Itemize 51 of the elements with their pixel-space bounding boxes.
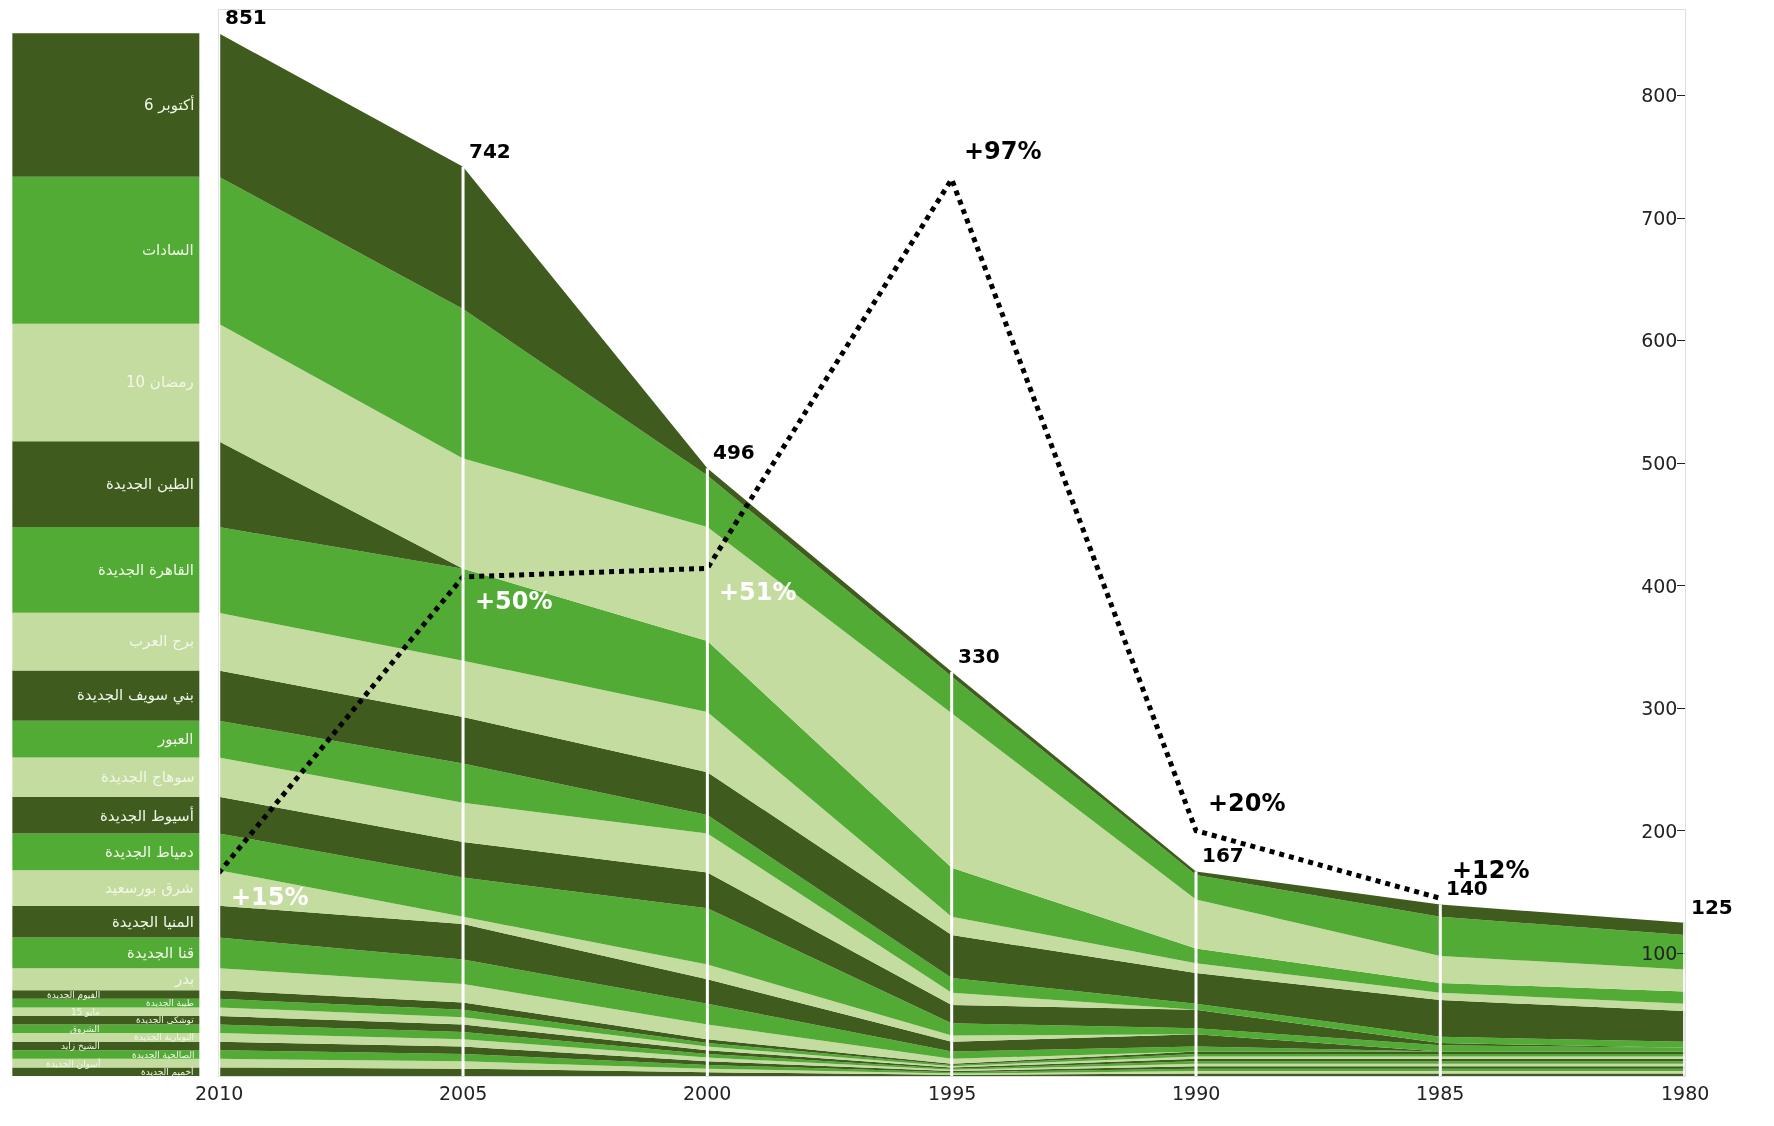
total-label: 167 — [1202, 843, 1244, 867]
series-label: المنيا الجديدة — [112, 913, 195, 931]
text: الشروق — [70, 1024, 100, 1034]
data-label: +97% — [964, 137, 1042, 165]
y-tick-label: 700 — [1641, 206, 1678, 229]
text: أسوان الجديدة — [46, 1058, 101, 1069]
series-label: سوهاج الجديدة — [101, 768, 195, 787]
series-label: العبور — [157, 730, 194, 748]
series-label: بدر — [174, 970, 195, 988]
x-tick-label: 1995 — [928, 1082, 977, 1104]
series-label: 10 رمضان — [126, 373, 194, 391]
y-tick-label: 200 — [1641, 819, 1678, 842]
x-tick-label: 1980 — [1661, 1082, 1710, 1104]
y-tick-label: 500 — [1641, 452, 1678, 475]
series-label: أسيوط الجديدة — [100, 806, 194, 825]
series-label: 6 أكتوبر — [144, 95, 195, 114]
text: 15 مايو — [71, 1007, 101, 1017]
series-label: بني سويف الجديدة — [77, 686, 194, 705]
total-label: 125 — [1691, 895, 1733, 919]
text: النوبارية الجديدة — [134, 1032, 195, 1042]
series-label: برج العرب — [129, 632, 195, 651]
y-tick-label: 100 — [1641, 942, 1678, 965]
text: توشكى الجديدة — [136, 1015, 195, 1025]
data-label: +50% — [475, 587, 553, 615]
text: الفيوم الجديدة — [47, 990, 101, 1000]
x-tick-label: 1985 — [1416, 1082, 1465, 1104]
series-label: القاهرة الجديدة — [98, 561, 194, 579]
x-tick-label: 2010 — [195, 1082, 244, 1104]
y-tick-label: 300 — [1641, 697, 1678, 720]
x-tick-label: 1990 — [1172, 1082, 1221, 1104]
series-label: السادات — [142, 241, 194, 259]
total-label: 330 — [958, 644, 1000, 668]
series-label: الطين الجديدة — [106, 475, 194, 493]
y-tick-label: 600 — [1641, 329, 1678, 352]
total-label: 496 — [713, 440, 755, 464]
text: الشيخ زايد — [61, 1041, 100, 1051]
series-label: شرق بورسعيد — [105, 879, 194, 897]
series-label: دمياط الجديدة — [105, 843, 194, 861]
data-label: +20% — [1208, 789, 1286, 817]
total-label: 742 — [469, 139, 511, 163]
text: أخميم الجديدة — [141, 1066, 194, 1078]
data-label: +51% — [719, 578, 797, 606]
x-tick-label: 2000 — [683, 1082, 732, 1104]
data-label: +15% — [231, 883, 309, 911]
total-label: 851 — [225, 5, 267, 29]
text: الصالحية الجديدة — [132, 1050, 195, 1060]
text: طيبة الجديدة — [146, 998, 195, 1008]
y-tick-label: 400 — [1641, 574, 1678, 597]
x-tick-label: 2005 — [439, 1082, 488, 1104]
y-tick-label: 800 — [1641, 84, 1678, 107]
series-label: قنا الجديدة — [127, 944, 195, 962]
